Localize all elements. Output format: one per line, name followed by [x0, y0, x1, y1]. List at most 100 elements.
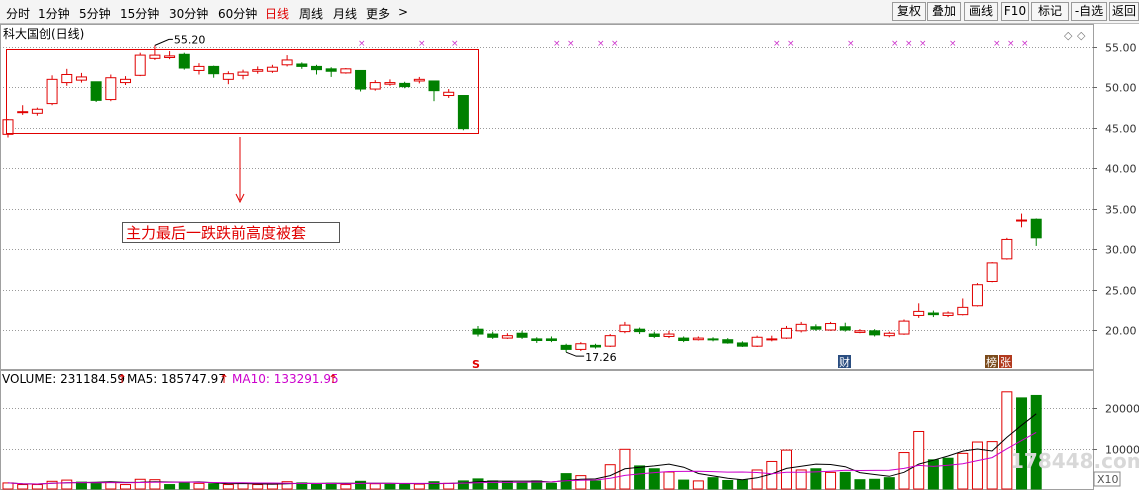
candle[interactable]	[1001, 237, 1013, 260]
volume-bar[interactable]	[252, 484, 264, 490]
candle[interactable]	[575, 342, 587, 352]
candle[interactable]	[457, 95, 469, 131]
volume-bar[interactable]	[208, 483, 220, 490]
volume-bar[interactable]	[590, 480, 602, 490]
back-button[interactable]: 返回	[1109, 2, 1139, 21]
event-marker-finance[interactable]: 财	[839, 355, 850, 369]
candle[interactable]	[883, 331, 895, 338]
candle[interactable]	[678, 336, 690, 343]
chevron-right-icon[interactable]: >	[398, 5, 409, 19]
candle[interactable]	[913, 303, 925, 318]
event-marker-limit[interactable]: 张	[1000, 356, 1011, 369]
volume-bar[interactable]	[1016, 397, 1028, 490]
volume-bar[interactable]	[722, 479, 734, 490]
candle[interactable]	[531, 337, 543, 343]
candle[interactable]	[986, 262, 998, 283]
candle[interactable]	[634, 327, 646, 335]
volume-bar[interactable]	[413, 483, 425, 490]
diamond-icon[interactable]: ◇	[1077, 29, 1086, 42]
candle[interactable]	[61, 68, 73, 86]
volume-bar[interactable]	[516, 482, 528, 490]
volume-bar[interactable]	[575, 475, 587, 490]
volume-bar[interactable]	[281, 481, 293, 490]
period-tab-30min[interactable]: 30分钟	[169, 7, 209, 21]
candle[interactable]	[1016, 213, 1028, 228]
candle[interactable]	[663, 330, 675, 339]
volume-bar[interactable]	[648, 468, 660, 490]
period-tab-5min[interactable]: 5分钟	[79, 7, 111, 21]
candle[interactable]	[825, 321, 837, 331]
volume-bar[interactable]	[178, 482, 190, 490]
candle[interactable]	[869, 329, 881, 337]
candle[interactable]	[266, 64, 278, 73]
period-tab-intraday[interactable]: 分时	[6, 7, 31, 21]
volume-bar[interactable]	[120, 484, 132, 490]
volume-bar[interactable]	[369, 483, 381, 490]
volume-bar[interactable]	[545, 482, 557, 490]
volume-bar[interactable]	[780, 449, 792, 490]
candle[interactable]	[413, 76, 425, 84]
volume-bar[interactable]	[810, 468, 822, 490]
volume-bar[interactable]	[443, 482, 455, 490]
candle[interactable]	[178, 52, 190, 70]
event-marker-s[interactable]: S	[472, 358, 480, 371]
volume-bar[interactable]	[751, 469, 763, 490]
period-tab-daily[interactable]: 日线	[265, 7, 290, 21]
candle[interactable]	[208, 65, 220, 78]
period-tab-15min[interactable]: 15分钟	[120, 7, 160, 21]
candle[interactable]	[971, 283, 983, 307]
candle[interactable]	[472, 325, 484, 337]
candle[interactable]	[942, 311, 954, 318]
candle[interactable]	[839, 322, 851, 332]
candle[interactable]	[399, 81, 411, 89]
period-tab-monthly[interactable]: 月线	[333, 7, 358, 21]
volume-bar[interactable]	[1030, 394, 1042, 490]
candle[interactable]	[105, 74, 117, 102]
candle[interactable]	[751, 335, 763, 347]
candle[interactable]	[149, 45, 161, 60]
volume-bar[interactable]	[707, 477, 719, 490]
overlay-button[interactable]: 叠加	[927, 2, 961, 21]
volume-bar[interactable]	[913, 430, 925, 490]
candle[interactable]	[384, 79, 396, 86]
volume-bar[interactable]	[663, 471, 675, 490]
volume-bar[interactable]	[692, 480, 704, 490]
period-tab-60min[interactable]: 60分钟	[218, 7, 258, 21]
candle[interactable]	[516, 330, 528, 339]
candle[interactable]	[487, 331, 499, 339]
volume-bar[interactable]	[384, 483, 396, 490]
volume-bar[interactable]	[149, 479, 161, 490]
candle[interactable]	[722, 338, 734, 344]
volume-bar[interactable]	[355, 480, 367, 490]
volume-bar[interactable]	[472, 478, 484, 490]
f10-button[interactable]: F10	[1001, 2, 1029, 21]
candle[interactable]	[237, 69, 249, 80]
candle[interactable]	[340, 68, 352, 74]
candle[interactable]	[369, 80, 381, 91]
candle[interactable]	[501, 333, 513, 339]
volume-bar[interactable]	[971, 441, 983, 490]
volume-bar[interactable]	[2, 482, 14, 490]
candle[interactable]	[428, 80, 440, 102]
volume-bar[interactable]	[90, 482, 102, 490]
volume-bar[interactable]	[31, 484, 43, 490]
candle[interactable]	[1030, 218, 1042, 246]
candle[interactable]	[590, 343, 602, 349]
kline-chart[interactable]: 科大国创(日线) ◇ ◇ 55.00 50.00 45.00 40.00 35.00 30…	[0, 24, 1139, 491]
candle[interactable]	[222, 71, 234, 85]
candle[interactable]	[2, 118, 14, 138]
candle[interactable]	[795, 321, 807, 333]
volume-bar[interactable]	[222, 484, 234, 490]
candle[interactable]	[692, 336, 704, 341]
volume-bar[interactable]	[325, 482, 337, 490]
candle[interactable]	[957, 298, 969, 316]
volume-bar[interactable]	[898, 452, 910, 490]
diamond-icon[interactable]: ◇	[1064, 29, 1073, 42]
volume-bar[interactable]	[399, 484, 411, 490]
candle[interactable]	[707, 337, 719, 342]
volume-bar[interactable]	[164, 484, 176, 490]
candle[interactable]	[120, 76, 132, 86]
volume-bar[interactable]	[795, 469, 807, 490]
period-tab-1min[interactable]: 1分钟	[38, 7, 70, 21]
volume-bar[interactable]	[310, 483, 322, 490]
